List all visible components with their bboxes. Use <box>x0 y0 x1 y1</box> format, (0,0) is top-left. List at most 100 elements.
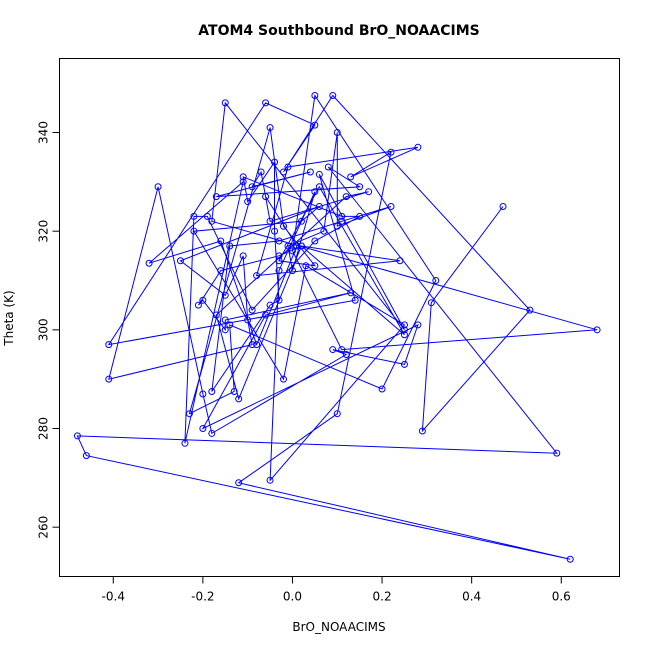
data-point <box>105 341 113 349</box>
data-point <box>311 237 319 245</box>
data-point <box>262 193 270 201</box>
data-point <box>288 247 296 255</box>
data-point <box>194 301 202 309</box>
data-point <box>262 99 270 107</box>
data-point <box>338 217 346 225</box>
data-point <box>239 252 247 260</box>
data-point <box>221 316 229 324</box>
data-point <box>154 183 162 191</box>
data-point <box>396 257 404 265</box>
data-point <box>432 277 440 284</box>
data-point <box>262 311 270 319</box>
data-point <box>266 217 274 225</box>
data-point <box>356 183 364 191</box>
data-point <box>427 299 435 307</box>
data-point <box>271 158 279 166</box>
data-point <box>244 316 252 324</box>
x-tick-label: -0.4 <box>102 590 125 604</box>
data-point <box>275 267 283 275</box>
data-point <box>248 306 256 314</box>
x-axis-label: BrO_NOAACIMS <box>292 620 385 634</box>
data-point <box>338 212 346 220</box>
data-point <box>217 237 225 245</box>
data-point <box>253 272 261 280</box>
data-point <box>257 168 265 176</box>
data-point <box>566 555 574 563</box>
data-point <box>593 326 601 334</box>
data-point <box>400 360 408 368</box>
data-point <box>275 252 283 260</box>
chart-title: ATOM4 Southbound BrO_NOAACIMS <box>198 23 479 39</box>
data-point <box>329 346 337 354</box>
y-tick-label: 320 <box>37 220 51 243</box>
data-point <box>526 306 534 314</box>
data-point <box>418 427 426 435</box>
data-point <box>311 121 319 129</box>
data-point <box>288 267 296 275</box>
data-point <box>226 321 234 329</box>
data-point <box>248 183 256 191</box>
x-tick-label: 0.4 <box>462 590 481 604</box>
data-point <box>235 395 243 403</box>
data-point <box>311 188 319 196</box>
data-point <box>284 163 292 171</box>
data-point <box>275 237 283 245</box>
data-point <box>266 124 274 132</box>
data-point <box>333 222 341 230</box>
data-point <box>203 212 211 220</box>
data-point <box>378 385 386 393</box>
data-point <box>190 212 198 220</box>
data-point <box>266 301 274 309</box>
data-point <box>387 203 395 210</box>
data-point <box>311 92 319 99</box>
x-axis: -0.4 -0.2 0.0 0.2 0.4 0.6 <box>102 576 571 604</box>
data-point <box>208 217 216 225</box>
data-point <box>82 452 90 460</box>
data-point <box>181 439 189 447</box>
data-point <box>185 410 193 418</box>
y-axis: 260 280 300 320 340 <box>37 121 60 539</box>
data-point <box>280 222 287 230</box>
y-tick-label: 280 <box>37 417 51 440</box>
data-point <box>347 289 355 297</box>
data-point <box>221 99 229 107</box>
data-point <box>315 170 323 178</box>
data-point <box>212 311 220 319</box>
data-point <box>221 326 229 334</box>
data-point <box>320 227 328 235</box>
data-point <box>297 242 305 250</box>
data-point <box>356 212 364 220</box>
data-point <box>176 257 184 265</box>
data-point <box>302 262 310 270</box>
data-point <box>329 92 337 99</box>
data-point <box>342 193 350 201</box>
data-point <box>199 390 207 398</box>
data-point <box>105 375 113 383</box>
data-point <box>235 479 243 487</box>
data-point <box>230 388 238 395</box>
series-layer <box>73 92 601 563</box>
data-point <box>280 375 287 383</box>
x-tick-label: -0.2 <box>191 590 214 604</box>
x-tick-label: 0.2 <box>373 590 392 604</box>
data-point <box>73 432 81 440</box>
data-point <box>244 198 252 206</box>
data-point <box>221 291 229 299</box>
data-point <box>347 173 355 181</box>
data-point <box>226 242 234 250</box>
data-point <box>275 257 283 265</box>
data-point <box>248 341 256 349</box>
data-point <box>400 331 408 339</box>
plot-frame <box>59 58 620 577</box>
data-point <box>199 296 207 304</box>
data-point <box>414 143 422 151</box>
data-point <box>239 173 247 181</box>
data-point <box>400 326 408 334</box>
data-point <box>499 203 507 210</box>
data-point <box>190 227 198 235</box>
data-point <box>239 178 247 186</box>
data-point <box>284 242 292 250</box>
data-point <box>400 321 408 329</box>
data-point <box>145 259 153 267</box>
x-tick-label: 0.0 <box>283 590 302 604</box>
